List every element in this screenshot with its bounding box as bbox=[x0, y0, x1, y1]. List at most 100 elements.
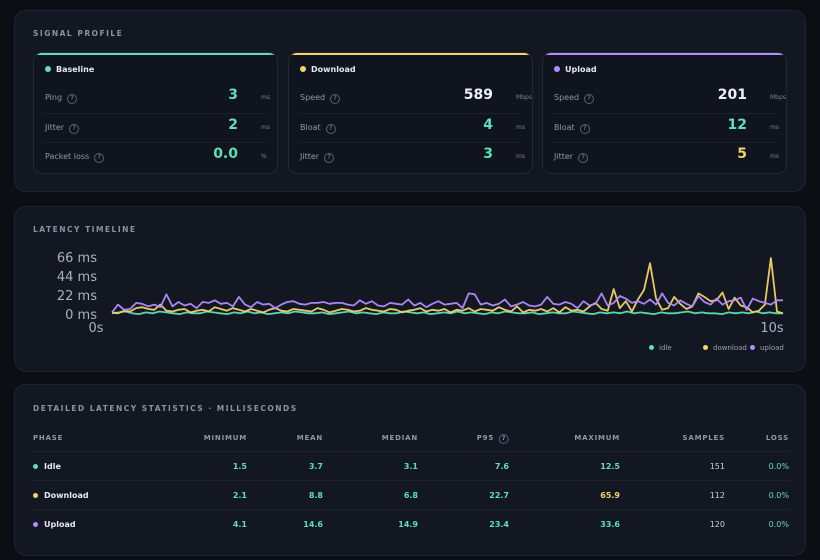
phase-download: Download bbox=[33, 491, 89, 500]
metric-value: 4 bbox=[483, 117, 493, 133]
column-header-label: PHASE bbox=[33, 434, 64, 442]
cell-mean: 3.7 bbox=[308, 462, 323, 471]
cell-p95: 7.6 bbox=[494, 462, 509, 471]
legend-item-upload: upload bbox=[750, 344, 784, 352]
cell-samples: 112 bbox=[709, 491, 725, 500]
metric-label-text: Jitter bbox=[554, 152, 574, 161]
status-dot-icon bbox=[300, 66, 306, 72]
metric-label: Bloat? bbox=[554, 123, 590, 134]
row-divider bbox=[29, 509, 791, 510]
cell-max: 65.9 bbox=[600, 491, 620, 500]
metric-unit: % bbox=[261, 153, 267, 160]
latency-timeline-title: LATENCY TIMELINE bbox=[33, 225, 137, 234]
card-baseline: Baseline Ping? 3 ms Jitter? 2 ms Packet loss? 0.… bbox=[33, 52, 278, 174]
metric-label-text: Jitter bbox=[45, 123, 65, 132]
cell-max: 12.5 bbox=[600, 462, 620, 471]
metric-label-text: Speed bbox=[554, 93, 580, 102]
phase-dot-icon bbox=[33, 522, 38, 527]
metric-label-text: Bloat bbox=[554, 123, 575, 132]
status-dot-icon bbox=[45, 66, 51, 72]
help-icon[interactable]: ? bbox=[579, 124, 590, 134]
series-line-upload bbox=[111, 292, 783, 313]
cell-p95: 22.7 bbox=[489, 491, 509, 500]
signal-profile-panel: SIGNAL PROFILE Baseline Ping? 3 ms Jitter? 2 m… bbox=[14, 10, 806, 192]
phase-dot-icon bbox=[33, 464, 38, 469]
metric-label-text: Bloat bbox=[300, 123, 321, 132]
help-icon[interactable]: ? bbox=[94, 153, 105, 163]
card-title: Baseline bbox=[45, 65, 94, 74]
cell-p95: 23.4 bbox=[489, 520, 509, 529]
column-header-p95: P95? bbox=[477, 434, 509, 444]
metric-unit: ms bbox=[516, 153, 525, 160]
cell-median: 14.9 bbox=[398, 520, 418, 529]
cell-median: 3.1 bbox=[403, 462, 418, 471]
help-icon[interactable]: ? bbox=[584, 94, 595, 104]
series-line-download bbox=[111, 257, 784, 315]
legend-label: download bbox=[713, 344, 747, 352]
metric-value: 5 bbox=[737, 146, 747, 162]
help-icon[interactable]: ? bbox=[324, 153, 335, 163]
status-dot-icon bbox=[554, 66, 560, 72]
cell-min: 4.1 bbox=[232, 520, 247, 529]
column-header-loss: LOSS bbox=[766, 434, 789, 442]
phase-idle: Idle bbox=[33, 462, 61, 471]
cell-loss: 0.0% bbox=[768, 520, 789, 529]
metric-label-text: Speed bbox=[300, 93, 326, 102]
metric-unit: ms bbox=[261, 94, 270, 101]
metric-jitter: Jitter? 3 ms bbox=[299, 142, 525, 171]
legend-label: upload bbox=[760, 344, 784, 352]
help-icon[interactable]: ? bbox=[67, 94, 78, 104]
card-title-label: Baseline bbox=[56, 65, 95, 74]
metric-label: Ping? bbox=[45, 93, 78, 104]
help-icon[interactable]: ? bbox=[578, 153, 589, 163]
card-title: Download bbox=[300, 65, 356, 74]
y-tick-label: 66 ms bbox=[57, 251, 97, 266]
metric-unit: ms bbox=[261, 124, 270, 131]
column-header-label: LOSS bbox=[765, 434, 789, 442]
cell-min: 1.5 bbox=[232, 462, 247, 471]
column-header-maximum: MAXIMUM bbox=[574, 434, 620, 442]
metric-unit: Mbps bbox=[770, 94, 786, 101]
card-accent-bar bbox=[34, 53, 277, 55]
metric-speed: Speed? 201 Mbps bbox=[553, 84, 786, 113]
x-tick-label: 10s bbox=[760, 321, 784, 336]
card-upload: Upload Speed? 201 Mbps Bloat? 12 ms Jitter? 5 ms bbox=[542, 52, 787, 174]
metric-label-text: Jitter bbox=[300, 152, 320, 161]
latency-stats-panel: DETAILED LATENCY STATISTICS · MILLISECON… bbox=[14, 384, 806, 556]
help-icon[interactable]: ? bbox=[330, 94, 341, 104]
card-accent-bar bbox=[543, 53, 786, 55]
metric-value: 201 bbox=[717, 87, 747, 103]
help-icon[interactable]: ? bbox=[69, 124, 80, 134]
cell-mean: 14.6 bbox=[303, 520, 323, 529]
help-icon[interactable]: ? bbox=[499, 434, 509, 444]
metric-unit: Mbps bbox=[516, 94, 532, 101]
card-title: Upload bbox=[554, 65, 597, 74]
card-download: Download Speed? 589 Mbps Bloat? 4 ms Jitter? 3 ms bbox=[288, 52, 533, 174]
metric-label: Packet loss? bbox=[45, 152, 105, 163]
cell-loss: 0.0% bbox=[768, 462, 789, 471]
metric-label: Jitter? bbox=[554, 152, 589, 163]
phase-label: Download bbox=[44, 491, 89, 500]
column-header-median: MEDIAN bbox=[382, 434, 418, 442]
help-icon[interactable]: ? bbox=[325, 124, 336, 134]
metric-ping: Ping? 3 ms bbox=[44, 84, 270, 113]
metric-unit: ms bbox=[516, 124, 525, 131]
latency-stats-title: DETAILED LATENCY STATISTICS · MILLISECON… bbox=[33, 404, 298, 413]
column-header-phase: PHASE bbox=[33, 434, 63, 442]
legend-item-idle: idle bbox=[649, 344, 672, 352]
metric-jitter: Jitter? 5 ms bbox=[553, 142, 779, 171]
metric-bloat: Bloat? 12 ms bbox=[553, 113, 779, 142]
cell-max: 33.6 bbox=[600, 520, 620, 529]
card-accent-bar bbox=[289, 53, 532, 55]
metric-label-text: Ping bbox=[45, 93, 63, 102]
legend-item-download: download bbox=[703, 344, 747, 352]
cell-mean: 8.8 bbox=[308, 491, 323, 500]
card-title-label: Download bbox=[311, 65, 356, 74]
phase-label: Idle bbox=[44, 462, 61, 471]
metric-label: Speed? bbox=[554, 93, 595, 104]
metric-value: 2 bbox=[228, 117, 238, 133]
metric-speed: Speed? 589 Mbps bbox=[299, 84, 532, 113]
legend-dot-icon bbox=[750, 345, 755, 350]
cell-samples: 120 bbox=[709, 520, 725, 529]
metric-bloat: Bloat? 4 ms bbox=[299, 113, 525, 142]
